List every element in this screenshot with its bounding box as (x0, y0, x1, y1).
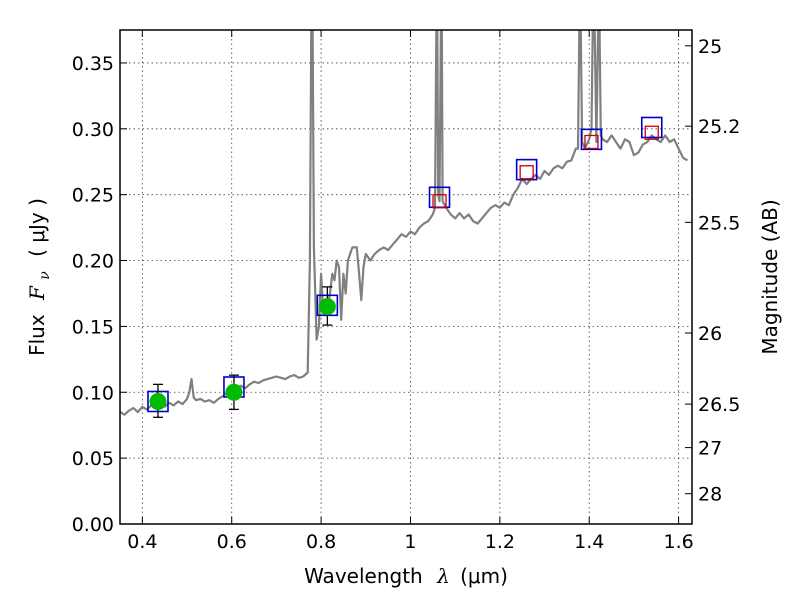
y2-tick-label: 26.5 (698, 394, 740, 416)
y2-axis-ticks: 25 25.2 25.5 26 26.5 27 28 (685, 36, 740, 506)
y-tick-label: 0.10 (72, 382, 114, 404)
spectrum-series (120, 30, 689, 416)
y-axis-label-symbol: F (25, 285, 49, 301)
detection-point (225, 383, 243, 401)
y2-tick-label: 25.5 (698, 212, 740, 234)
y2-tick-label: 25 (698, 36, 722, 58)
plot-frame (119, 29, 693, 525)
x-axis-label: Wavelength λ (μm) (304, 564, 508, 588)
x-tick-label: 0.6 (217, 531, 247, 553)
x-axis-label-prefix: Wavelength (304, 564, 423, 588)
y-tick-label: 0.25 (72, 185, 114, 207)
y-tick-label: 0.30 (72, 119, 114, 141)
y-axis-label: Flux F ν ( μJy ) (25, 198, 54, 356)
y2-tick-label: 26 (698, 323, 722, 345)
y-tick-label: 0.15 (72, 316, 114, 338)
y-axis-ticks: 0.00 0.05 0.10 0.15 0.20 0.25 0.30 0.35 (72, 53, 127, 536)
x-tick-label: 1.4 (574, 531, 604, 553)
x-axis-ticks: 0.4 0.6 0.8 1 1.2 1.4 1.6 (127, 30, 694, 553)
y-axis-label-prefix: Flux (25, 314, 49, 356)
y2-tick-label: 27 (698, 438, 722, 460)
detection-point (318, 298, 336, 316)
y-tick-label: 0.05 (72, 448, 114, 470)
y2-tick-label: 28 (698, 484, 722, 506)
model-box-marker (580, 128, 603, 151)
model-box-marker (515, 158, 538, 181)
model-box-marker (640, 116, 663, 139)
x-tick-label: 0.8 (306, 531, 336, 553)
x-tick-label: 1.2 (485, 531, 515, 553)
x-tick-label: 1 (404, 531, 416, 553)
spectrum-line (120, 30, 689, 416)
detection-point (149, 392, 167, 410)
x-axis-label-symbol: λ (436, 564, 450, 588)
x-tick-label: 1.6 (663, 531, 693, 553)
grid-lines (120, 30, 692, 525)
x-tick-label: 0.4 (127, 531, 157, 553)
y-tick-label: 0.00 (72, 514, 114, 536)
measured-box-marker (432, 194, 447, 209)
y-axis-label-unit: ( μJy ) (25, 198, 49, 257)
measured-box-marker (519, 165, 534, 180)
measured-box-marker (644, 125, 659, 140)
y-tick-label: 0.20 (72, 251, 114, 273)
y-axis-label-subscript: ν (37, 271, 53, 280)
x-axis-label-unit: (μm) (460, 564, 508, 588)
measured-box-marker (584, 134, 599, 150)
y2-tick-label: 25.2 (698, 116, 740, 138)
y-tick-label: 0.35 (72, 53, 114, 75)
y2-axis-label: Magnitude (AB) (758, 199, 782, 354)
photometry-points (147, 116, 663, 418)
